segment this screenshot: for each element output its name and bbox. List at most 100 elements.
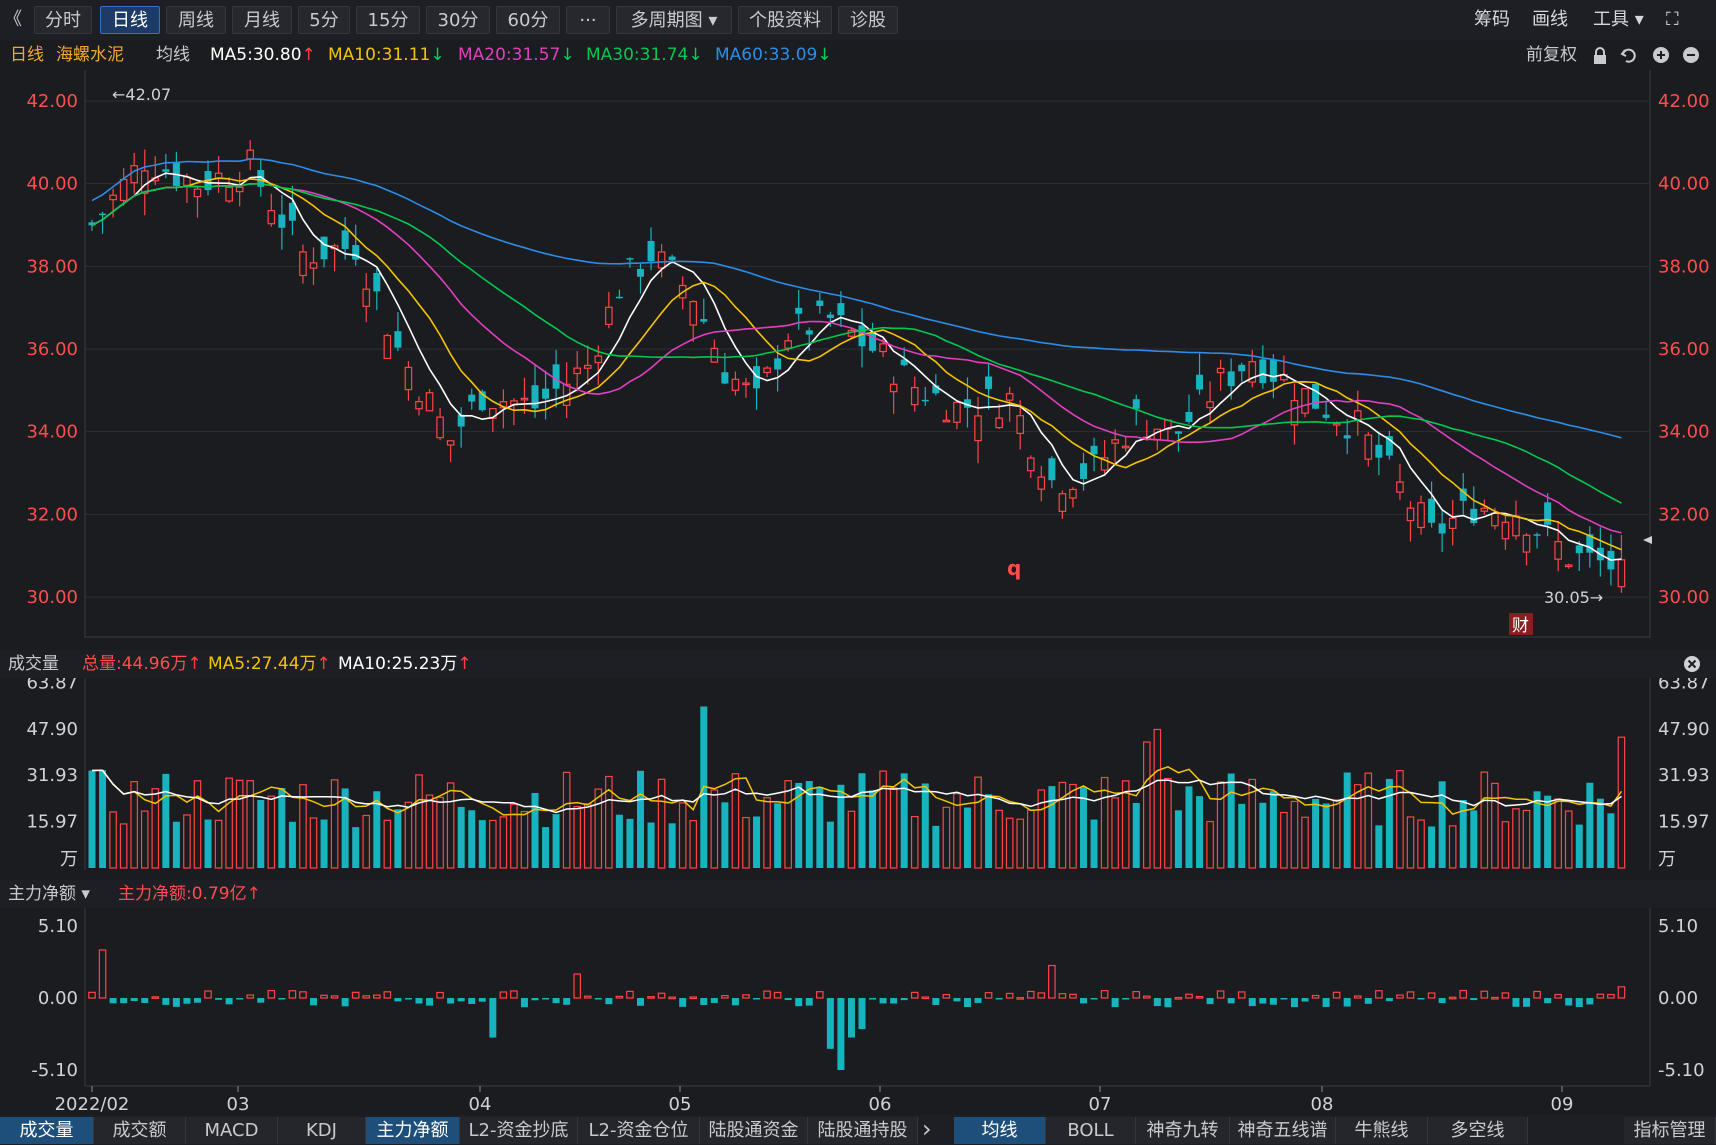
indicator-tab-4[interactable]: 主力净额 xyxy=(366,1117,460,1144)
period-tab-6[interactable]: 30分 xyxy=(426,6,490,34)
volume-bar xyxy=(1238,803,1246,868)
candle-body xyxy=(1238,364,1246,372)
close-panel-icon[interactable] xyxy=(1683,655,1701,673)
candle-body xyxy=(1533,534,1541,536)
overlay-tab-5[interactable]: 多空线 xyxy=(1428,1117,1528,1144)
candle-body xyxy=(1332,422,1341,426)
ma-arrow: ↓ xyxy=(430,45,445,65)
indicator-tab-5[interactable]: L2-资金抄底 xyxy=(460,1117,578,1144)
fund-flow-bar xyxy=(869,998,877,1000)
undo-icon[interactable] xyxy=(1620,46,1638,64)
candle-body xyxy=(1617,559,1626,588)
finance-marker[interactable]: 财 xyxy=(1512,616,1529,636)
volume-bar xyxy=(299,784,307,869)
period-tab-9[interactable]: 多周期图 ▾ xyxy=(616,6,732,34)
fund-flow-bar xyxy=(542,998,550,1000)
fund-flow-title[interactable]: 主力净额 ▾ xyxy=(8,884,90,904)
candle-body xyxy=(657,251,666,269)
volume-chart[interactable]: 63.87 63.87 47.90 47.90 31.93 31.93 15.97 15.97… xyxy=(0,678,1716,878)
period-tab-2[interactable]: 周线 xyxy=(166,6,226,34)
legend-text: MA10:25.23万 xyxy=(338,654,458,674)
indicator-tab-2[interactable]: MACD xyxy=(186,1117,278,1144)
overlay-tab-0[interactable]: 均线 xyxy=(954,1117,1046,1144)
ma-value-4: MA60:33.09↓ xyxy=(715,40,832,70)
candle-body xyxy=(1375,444,1383,458)
vol-y-tick-left: 47.90 xyxy=(26,719,78,740)
volume-bar xyxy=(415,774,423,869)
volume-bar xyxy=(1385,778,1393,868)
overlay-tab-4[interactable]: 牛熊线 xyxy=(1336,1117,1428,1144)
volume-bar xyxy=(858,773,866,868)
fund-flow-bar xyxy=(1195,995,1204,999)
volume-bar xyxy=(900,773,908,868)
period-tab-8[interactable]: ··· xyxy=(566,6,610,34)
fund-flow-bar xyxy=(415,998,423,1004)
fund-flow-bar xyxy=(1470,998,1478,1001)
indicator-tab-3[interactable]: KDJ xyxy=(278,1117,366,1144)
overlay-tab-3[interactable]: 神奇五线谱 xyxy=(1230,1117,1336,1144)
volume-bar xyxy=(1312,798,1320,868)
volume-title[interactable]: 成交量 xyxy=(8,654,59,674)
overlay-tab-2[interactable]: 神奇九转 xyxy=(1136,1117,1230,1144)
volume-bar xyxy=(1575,824,1583,868)
volume-bar xyxy=(267,795,276,869)
indicator-tab-0[interactable]: 成交量 xyxy=(0,1117,94,1144)
candle-body xyxy=(731,378,740,391)
indicator-tab-6[interactable]: L2-资金仓位 xyxy=(578,1117,700,1144)
volume-bar xyxy=(879,770,887,869)
fund-flow-bar xyxy=(1406,991,1415,999)
indicator-tab-1[interactable]: 成交额 xyxy=(94,1117,186,1144)
period-tab-11[interactable]: 诊股 xyxy=(838,6,898,34)
low-price-label: 30.05→ xyxy=(1544,588,1603,607)
candle-body xyxy=(99,213,107,216)
zoom-out-icon[interactable] xyxy=(1682,46,1700,64)
period-tab-1[interactable]: 日线 xyxy=(100,6,160,34)
period-tab-5[interactable]: 15分 xyxy=(356,6,420,34)
overlay-tab-6[interactable]: 指标管理 xyxy=(1624,1117,1716,1144)
lock-icon[interactable] xyxy=(1592,47,1608,65)
indicator-tab-8[interactable]: 陆股通持股 xyxy=(808,1117,918,1144)
draw-line-button[interactable]: 画线 xyxy=(1532,9,1568,30)
volume-bar xyxy=(119,823,128,869)
fund-flow-bar xyxy=(130,998,138,1002)
volume-bar xyxy=(1501,821,1510,869)
candlestick-chart[interactable]: 42.00 42.00 40.00 40.00 38.00 38.00 36.00 36.00… xyxy=(0,70,1716,640)
period-tab-3[interactable]: 月线 xyxy=(232,6,292,34)
adjust-button[interactable]: 前复权 xyxy=(1526,45,1577,65)
volume-bar xyxy=(974,776,982,869)
fund-flow-bar xyxy=(1459,989,1468,999)
period-tab-0[interactable]: 分时 xyxy=(34,6,92,34)
period-tab-7[interactable]: 60分 xyxy=(496,6,560,34)
fund-flow-chart[interactable]: 5.10 5.10 0.00 0.00 -5.10 -5.10 2022/02 03 04 05 0… xyxy=(0,908,1716,1115)
volume-bar xyxy=(784,780,792,869)
fund-flow-bar xyxy=(299,991,307,999)
fund-flow-bar xyxy=(890,998,898,1004)
fund-flow-bar xyxy=(710,998,718,1003)
scroll-right-icon[interactable]: › xyxy=(922,1115,932,1143)
candle-body xyxy=(299,251,307,277)
chip-button[interactable]: 筹码 xyxy=(1474,9,1510,30)
volume-bar xyxy=(774,803,782,868)
period-tab-10[interactable]: 个股资料 xyxy=(738,6,832,34)
candle-body xyxy=(246,149,255,160)
overlay-tab-1[interactable]: BOLL xyxy=(1046,1117,1136,1144)
fund-flow-bar xyxy=(605,998,613,1005)
candle-body xyxy=(1364,434,1373,460)
ma-legend-bar: 日线 海螺水泥 均线 MA5:30.80↑ MA10:31.11↓ MA20:31.… xyxy=(0,40,1716,70)
volume-bar xyxy=(763,797,771,869)
event-marker-q[interactable]: q xyxy=(1007,556,1021,580)
tools-button[interactable]: 工具 ▾ xyxy=(1593,9,1644,30)
candle-body xyxy=(763,367,771,374)
candle-body xyxy=(415,400,423,410)
candle-body xyxy=(1090,445,1098,455)
indicator-tab-bar: 成交量 成交额 MACD KDJ 主力净额 L2-资金抄底 L2-资金仓位 陆股通资金 陆股通持… xyxy=(0,1115,1716,1145)
candle-body xyxy=(774,358,782,370)
volume-bar xyxy=(1322,803,1330,868)
period-tab-4[interactable]: 5分 xyxy=(298,6,350,34)
zoom-in-icon[interactable] xyxy=(1652,46,1670,64)
collapse-icon[interactable]: 《 xyxy=(4,9,22,30)
fund-flow-bar xyxy=(499,991,508,999)
ma-label[interactable]: 均线 xyxy=(156,45,190,65)
indicator-tab-7[interactable]: 陆股通资金 xyxy=(700,1117,808,1144)
fullscreen-icon[interactable]: ⛶ xyxy=(1666,9,1679,30)
